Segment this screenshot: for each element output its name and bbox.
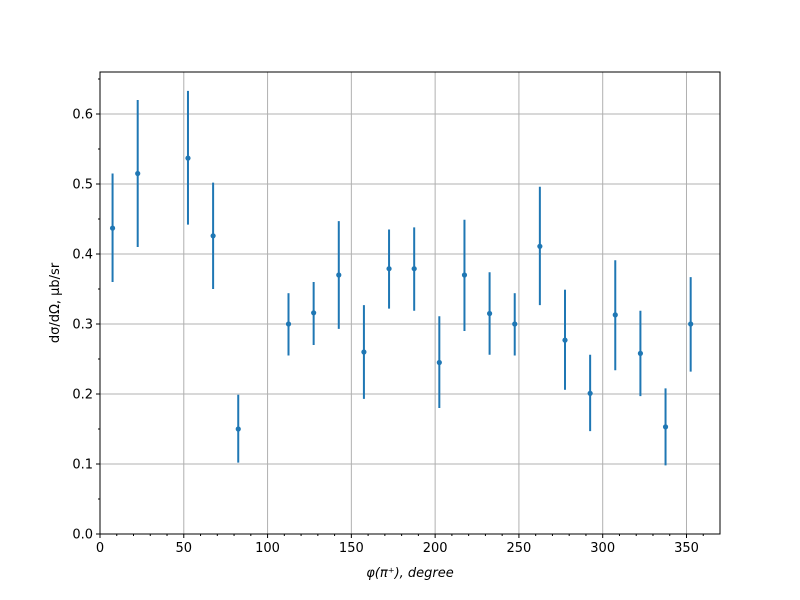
x-tick-label: 250 — [507, 541, 532, 556]
data-point — [612, 312, 618, 318]
plot-frame — [99, 71, 721, 535]
data-point — [185, 155, 191, 161]
y-axis-label: dσ/dΩ, μb/sr — [48, 262, 63, 343]
data-series — [109, 90, 694, 466]
data-point — [361, 349, 367, 355]
data-point — [285, 321, 292, 327]
data-point — [210, 233, 216, 239]
data-point — [486, 310, 493, 317]
y-axis: 0.0 0.1 0.2 0.3 0.4 0.5 0.6 — [72, 78, 100, 543]
y-tick-label: 0.4 — [72, 248, 93, 263]
x-tick-label: 100 — [255, 541, 280, 556]
y-tick-label: 0.5 — [72, 178, 93, 193]
data-point — [637, 350, 644, 356]
data-point — [336, 272, 342, 278]
y-tick-label: 0.0 — [72, 528, 93, 543]
data-point — [662, 424, 669, 430]
x-tick-label: 50 — [176, 541, 193, 556]
data-point — [436, 359, 442, 366]
x-tick-label: 0 — [96, 541, 104, 556]
x-tick-label: 200 — [423, 541, 448, 556]
x-axis-label: φ(π⁺), degree — [366, 566, 454, 581]
data-point — [587, 390, 593, 396]
x-tick-label: 150 — [339, 541, 364, 556]
y-tick-label: 0.1 — [72, 458, 93, 473]
x-tick-label: 300 — [590, 541, 615, 556]
y-tick-label: 0.2 — [72, 388, 93, 403]
data-point — [386, 266, 392, 272]
data-point — [235, 426, 241, 432]
data-point — [537, 243, 543, 249]
data-point — [311, 310, 317, 316]
data-point — [562, 337, 568, 343]
data-point — [411, 266, 417, 272]
x-tick-label: 350 — [674, 541, 699, 556]
data-point — [109, 225, 116, 231]
y-tick-label: 0.3 — [72, 318, 93, 333]
data-point — [512, 321, 518, 327]
x-axis: 0 50 100 150 200 250 300 350 — [96, 534, 704, 556]
grid — [99, 72, 720, 535]
data-point — [461, 272, 468, 278]
data-point — [688, 321, 694, 327]
data-point — [135, 170, 141, 177]
y-tick-label: 0.6 — [72, 108, 93, 123]
